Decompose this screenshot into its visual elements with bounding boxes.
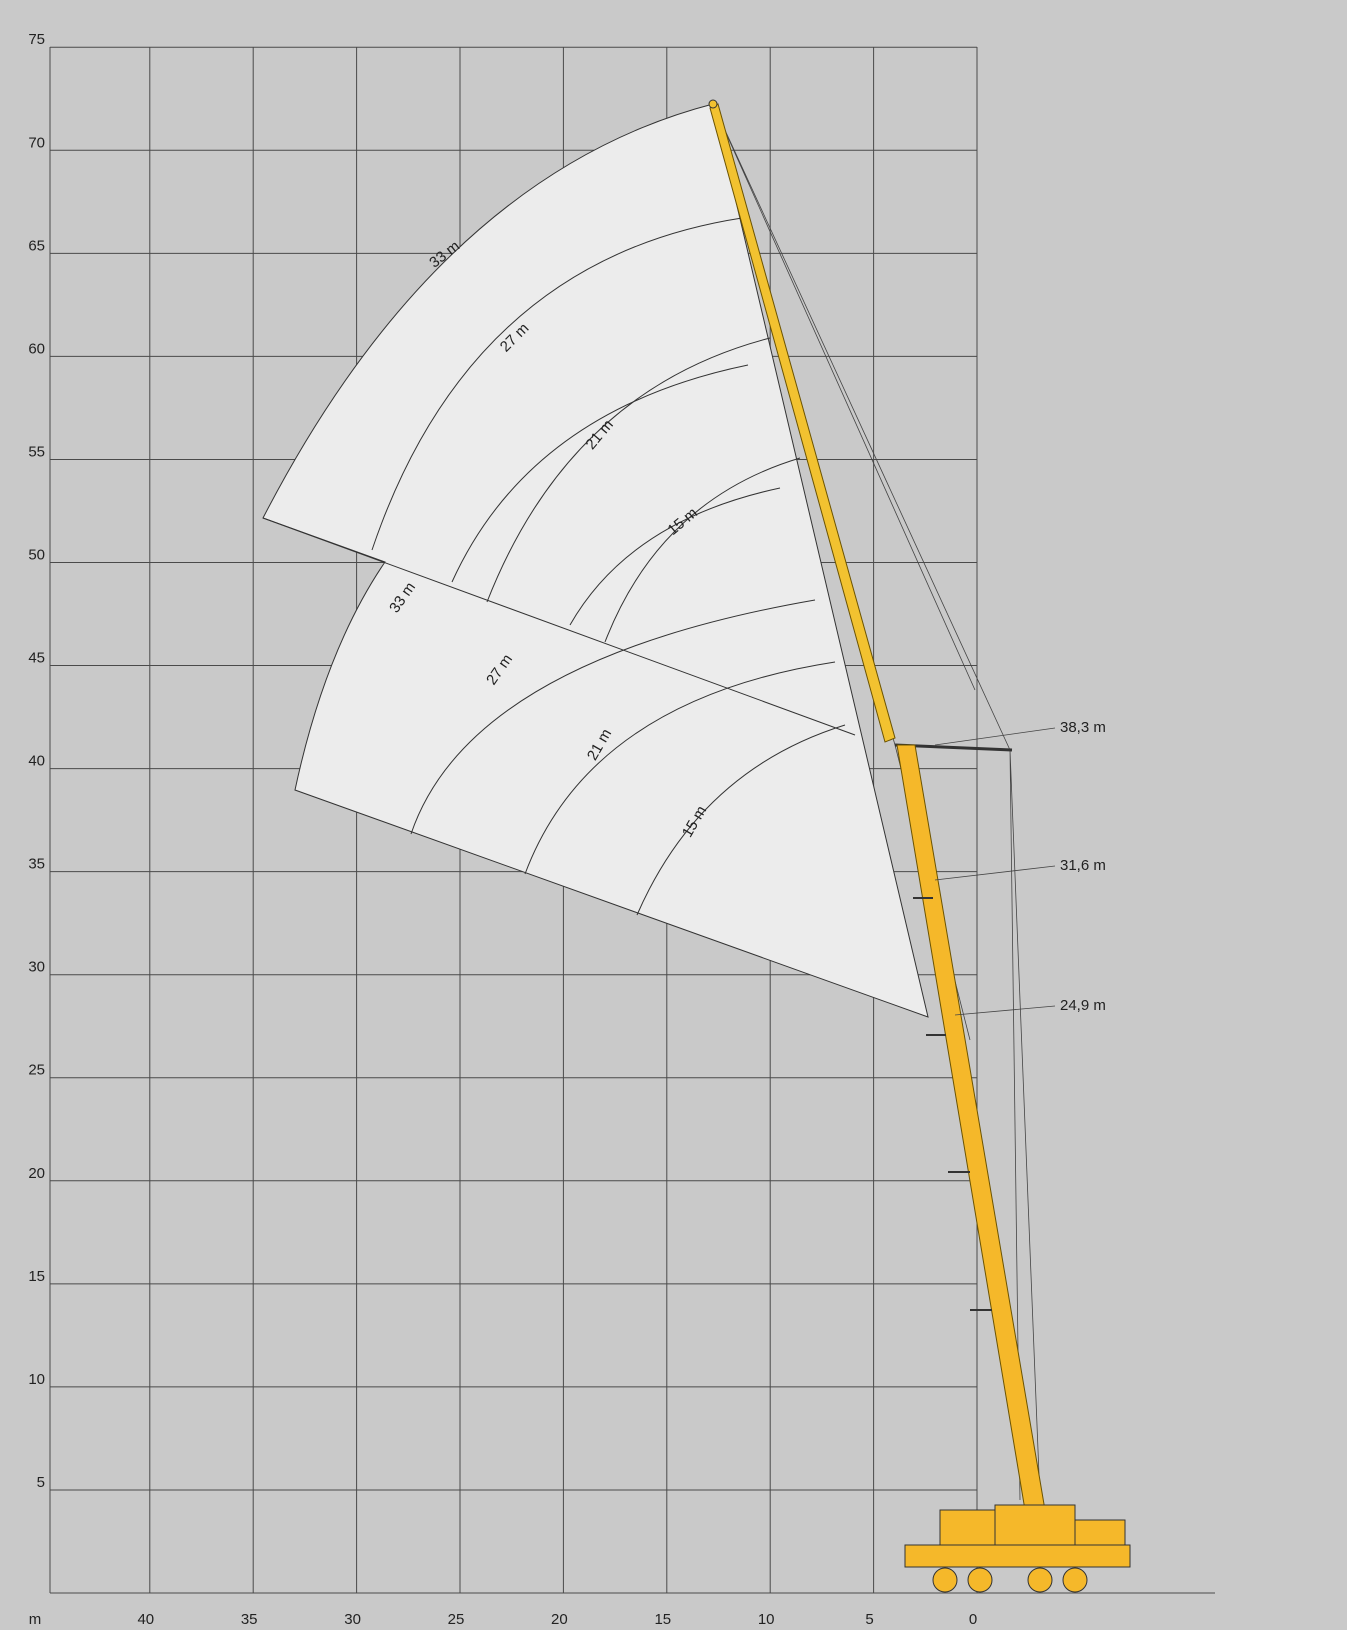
y-tick-label: 25 <box>28 1062 45 1079</box>
leader-line <box>934 727 1056 1016</box>
boom-length-label: 24,9 m <box>1060 997 1106 1014</box>
x-tick-label: 20 <box>551 1611 568 1628</box>
x-tick-label: 25 <box>448 1611 465 1628</box>
x-tick-label: 5 <box>865 1611 873 1628</box>
y-tick-label: 5 <box>37 1474 45 1491</box>
y-tick-label: 40 <box>28 753 45 770</box>
x-tick-label: 0 <box>969 1611 977 1628</box>
range-arc <box>524 661 836 875</box>
range-arc <box>371 217 743 551</box>
range-arc <box>569 487 781 626</box>
y-tick-label: 10 <box>28 1371 45 1388</box>
y-tick-label: 75 <box>28 31 45 48</box>
y-tick-label: 20 <box>28 1165 45 1182</box>
x-axis-unit: m <box>29 1611 42 1628</box>
y-tick-label: 65 <box>28 237 45 254</box>
boom-length-label: 38,3 m <box>1060 719 1106 736</box>
x-tick-label: 15 <box>654 1611 671 1628</box>
range-arc <box>451 364 749 583</box>
y-tick-label: 55 <box>28 443 45 460</box>
y-tick-label: 35 <box>28 856 45 873</box>
x-tick-label: 10 <box>758 1611 775 1628</box>
y-tick-label: 50 <box>28 546 45 563</box>
range-arc <box>636 724 846 916</box>
y-tick-label: 45 <box>28 650 45 667</box>
x-tick-label: 30 <box>344 1611 361 1628</box>
x-tick-label: 35 <box>241 1611 258 1628</box>
range-arc <box>604 457 801 643</box>
x-tick-label: 40 <box>137 1611 154 1628</box>
working-range <box>262 103 929 1018</box>
y-tick-label: 15 <box>28 1268 45 1285</box>
range-arc <box>410 599 816 835</box>
y-tick-label: 60 <box>28 340 45 357</box>
range-arc <box>486 337 771 603</box>
jib-head <box>708 99 718 109</box>
range-edge <box>262 517 856 736</box>
y-tick-label: 30 <box>28 959 45 976</box>
boom-section <box>913 897 992 1311</box>
y-tick-label: 70 <box>28 134 45 151</box>
boom-length-label: 31,6 m <box>1060 857 1106 874</box>
crane-truck <box>904 1504 1131 1593</box>
